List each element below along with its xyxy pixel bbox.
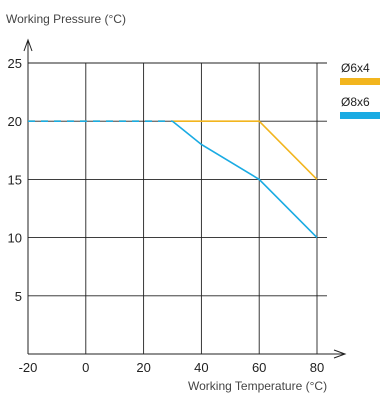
series-1-solid-line (172, 120, 318, 180)
y-axis-arrow (23, 38, 33, 52)
axes (23, 38, 347, 359)
legend: Ø6x4 Ø8x6 (340, 61, 380, 119)
x-tick-label-60: 60 (252, 360, 266, 375)
series-lines (28, 120, 318, 239)
x-tick-label-20: 20 (136, 360, 150, 375)
legend-label-2: Ø8x6 (341, 95, 370, 109)
y-tick-label-10: 10 (8, 231, 22, 246)
y-tick-label-25: 25 (8, 56, 22, 71)
tick-labels: 5 10 15 20 25 -20 0 20 40 60 80 (8, 56, 325, 375)
grid (28, 62, 327, 354)
x-tick-label-0: 0 (82, 360, 89, 375)
x-axis-label: Working Temperature (°C) (188, 379, 327, 393)
legend-swatch-2 (340, 112, 380, 119)
x-axis-arrow (333, 349, 347, 359)
series-2-solid-line (171, 120, 318, 239)
x-tick-label-80: 80 (310, 360, 324, 375)
y-tick-label-5: 5 (15, 289, 22, 304)
x-tick-label-40: 40 (194, 360, 208, 375)
x-tick-label--20: -20 (19, 360, 38, 375)
legend-label-1: Ø6x4 (341, 61, 370, 75)
legend-swatch-1 (340, 78, 380, 85)
y-tick-label-20: 20 (8, 114, 22, 129)
y-tick-label-15: 15 (8, 172, 22, 187)
y-axis-label: Working Pressure (°C) (6, 12, 126, 26)
